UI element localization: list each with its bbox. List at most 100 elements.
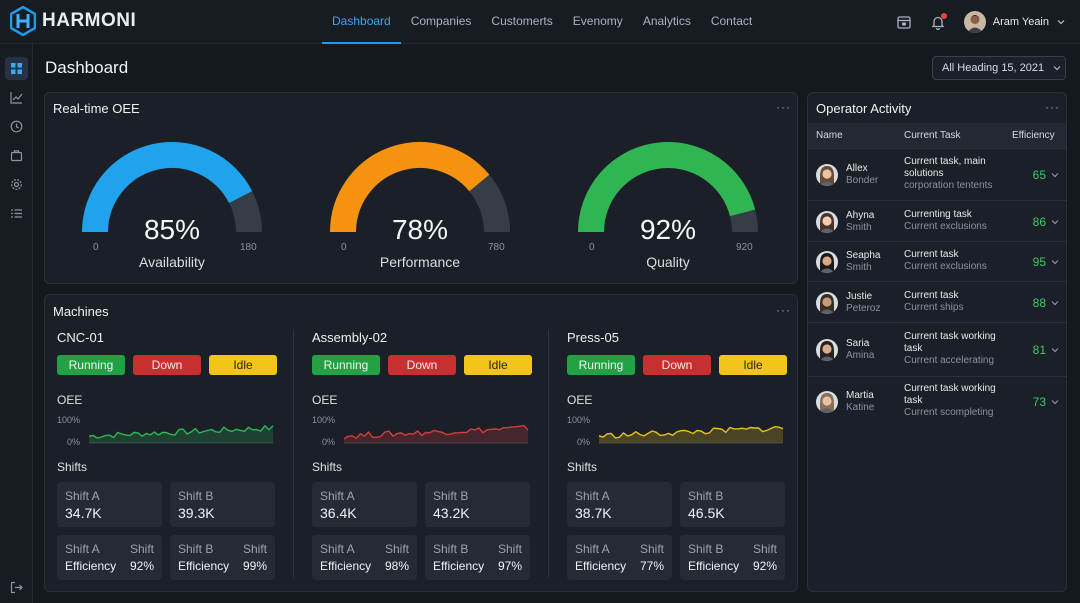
machine-name: CNC-01: [57, 330, 104, 345]
gauge-arc: [578, 142, 758, 233]
operator-row[interactable]: Saria Amina Current task working task Curren…: [808, 322, 1066, 376]
chevron-down-icon[interactable]: [1050, 345, 1060, 355]
status-idle-button[interactable]: Idle: [209, 355, 277, 375]
shift-value: 46.5K: [688, 505, 725, 521]
notification-dot: [940, 13, 947, 19]
shift-b-efficiency-card: Shift B Shift Efficiency 97%: [425, 535, 530, 580]
header-task[interactable]: Current Task: [904, 130, 961, 141]
machines-more-icon[interactable]: ···: [776, 303, 791, 317]
shifts-label: Shifts: [567, 460, 598, 474]
bell-icon[interactable]: [930, 13, 947, 31]
operator-name: Allex Bonder: [846, 163, 878, 187]
chevron-down-icon[interactable]: [1050, 397, 1060, 407]
briefcase-icon: [10, 150, 23, 162]
nav-dashboard[interactable]: Dashboard: [322, 0, 401, 44]
operator-last-name: Smith: [846, 262, 872, 273]
shift-a-efficiency-card: Shift A Shift Efficiency 98%: [312, 535, 417, 580]
status-running-button[interactable]: Running: [567, 355, 635, 375]
operator-row[interactable]: Martia Katine Current task working task Curr…: [808, 376, 1066, 426]
clock-icon: [10, 120, 23, 133]
task-detail: Current accelerating: [904, 355, 995, 366]
shift-label-right: Shift: [639, 542, 664, 556]
calendar-icon[interactable]: [896, 14, 912, 30]
gauge-label: Quality: [646, 254, 690, 270]
divider: [548, 330, 549, 578]
nav-evenomy[interactable]: Evenomy: [572, 14, 623, 28]
shift-label-right: Shift: [497, 542, 522, 556]
shift-label: Shift A: [320, 489, 355, 503]
status-running-button[interactable]: Running: [312, 355, 380, 375]
shift-b-efficiency-card: Shift B Shift Efficiency 92%: [680, 535, 785, 580]
sidebar-list-button[interactable]: [5, 202, 28, 225]
sidebar-history-button[interactable]: [5, 115, 28, 138]
status-idle-button[interactable]: Idle: [719, 355, 787, 375]
user-menu[interactable]: Aram Yeain: [963, 11, 1066, 33]
sidebar-settings-button[interactable]: [5, 173, 28, 196]
gauge-arc: [82, 142, 262, 233]
gear-icon: [11, 179, 22, 190]
gauge-label: Performance: [379, 254, 461, 270]
operator-name: Justie Peteroz: [846, 291, 880, 315]
status-idle-button[interactable]: Idle: [464, 355, 532, 375]
operator-efficiency: 81: [1032, 343, 1046, 357]
task-line: Current task working: [904, 331, 996, 342]
operator-first-name: Seapha: [846, 250, 881, 261]
header-efficiency[interactable]: Efficiency: [1012, 130, 1055, 141]
gauge-min: 0: [93, 242, 99, 253]
gauge-value: 78%: [391, 214, 449, 245]
operator-first-name: Allex: [846, 163, 868, 174]
chevron-down-icon[interactable]: [1050, 170, 1060, 180]
avatar: [816, 391, 838, 413]
nav-analytics[interactable]: Analytics: [642, 14, 691, 28]
status-down-button[interactable]: Down: [133, 355, 201, 375]
status-down-button[interactable]: Down: [388, 355, 456, 375]
sidebar-analytics-button[interactable]: [5, 86, 28, 109]
logo[interactable]: HARMONI: [10, 6, 136, 36]
chevron-down-icon[interactable]: [1050, 298, 1060, 308]
status-down-button[interactable]: Down: [643, 355, 711, 375]
nav-customerts[interactable]: Customerts: [491, 14, 553, 28]
chevron-down-icon[interactable]: [1050, 257, 1060, 267]
task-line: Current task: [904, 249, 959, 260]
axis-label-top: 100%: [567, 415, 590, 425]
oee-more-icon[interactable]: ···: [776, 100, 791, 114]
header-name[interactable]: Name: [816, 130, 843, 141]
shift-label: Shift B: [433, 489, 469, 503]
date-filter-select[interactable]: All Heading 15, 2021: [932, 56, 1066, 80]
efficiency-label: Efficiency: [178, 559, 230, 573]
shift-label-right: Shift: [384, 542, 409, 556]
operator-row[interactable]: Justie Peteroz Current task Current ships 88: [808, 281, 1066, 322]
shift-label: Shift A: [575, 489, 610, 503]
avatar: [816, 164, 838, 186]
operator-row[interactable]: Ahyna Smith Currenting task Current exclusi…: [808, 200, 1066, 241]
sparkline-area: [344, 425, 528, 443]
sidebar-logout-button[interactable]: [5, 576, 28, 599]
operator-row[interactable]: Allex Bonder Current task, main solutions co…: [808, 148, 1066, 200]
gauge-arc: [330, 142, 510, 233]
page-title: Dashboard: [45, 58, 129, 77]
operator-task: Current task working task Current scomplet…: [904, 383, 1008, 419]
shift-label: Shift A: [320, 542, 355, 556]
sidebar-dashboard-button[interactable]: [5, 57, 28, 80]
shift-value: 39.3K: [178, 505, 215, 521]
grid-icon: [11, 63, 22, 74]
nav-contact[interactable]: Contact: [710, 14, 753, 28]
date-filter-value: All Heading 15, 2021: [942, 62, 1045, 74]
operator-efficiency: 65: [1032, 168, 1046, 182]
shift-value: 38.7K: [575, 505, 612, 521]
sparkline-line: [88, 424, 274, 439]
sidebar: [0, 44, 33, 603]
chevron-down-icon[interactable]: [1050, 217, 1060, 227]
shift-label: Shift B: [433, 542, 469, 556]
gauge-availability: 85% Availability 0 180: [82, 140, 272, 275]
operator-more-icon[interactable]: ···: [1045, 100, 1060, 114]
status-running-button[interactable]: Running: [57, 355, 125, 375]
shift-b-output-card: Shift B 46.5K: [680, 482, 785, 527]
sparkline-line: [598, 425, 784, 439]
machine-press-05: Press-05 Running Down Idle OEE 100% 0% Sh…: [567, 330, 787, 580]
axis-label-bottom: 0%: [67, 437, 80, 447]
nav-companies[interactable]: Companies: [410, 14, 472, 28]
sidebar-jobs-button[interactable]: [5, 144, 28, 167]
operator-row[interactable]: Seapha Smith Current task Current exclusion…: [808, 241, 1066, 281]
gauge-max: 180: [240, 242, 257, 253]
